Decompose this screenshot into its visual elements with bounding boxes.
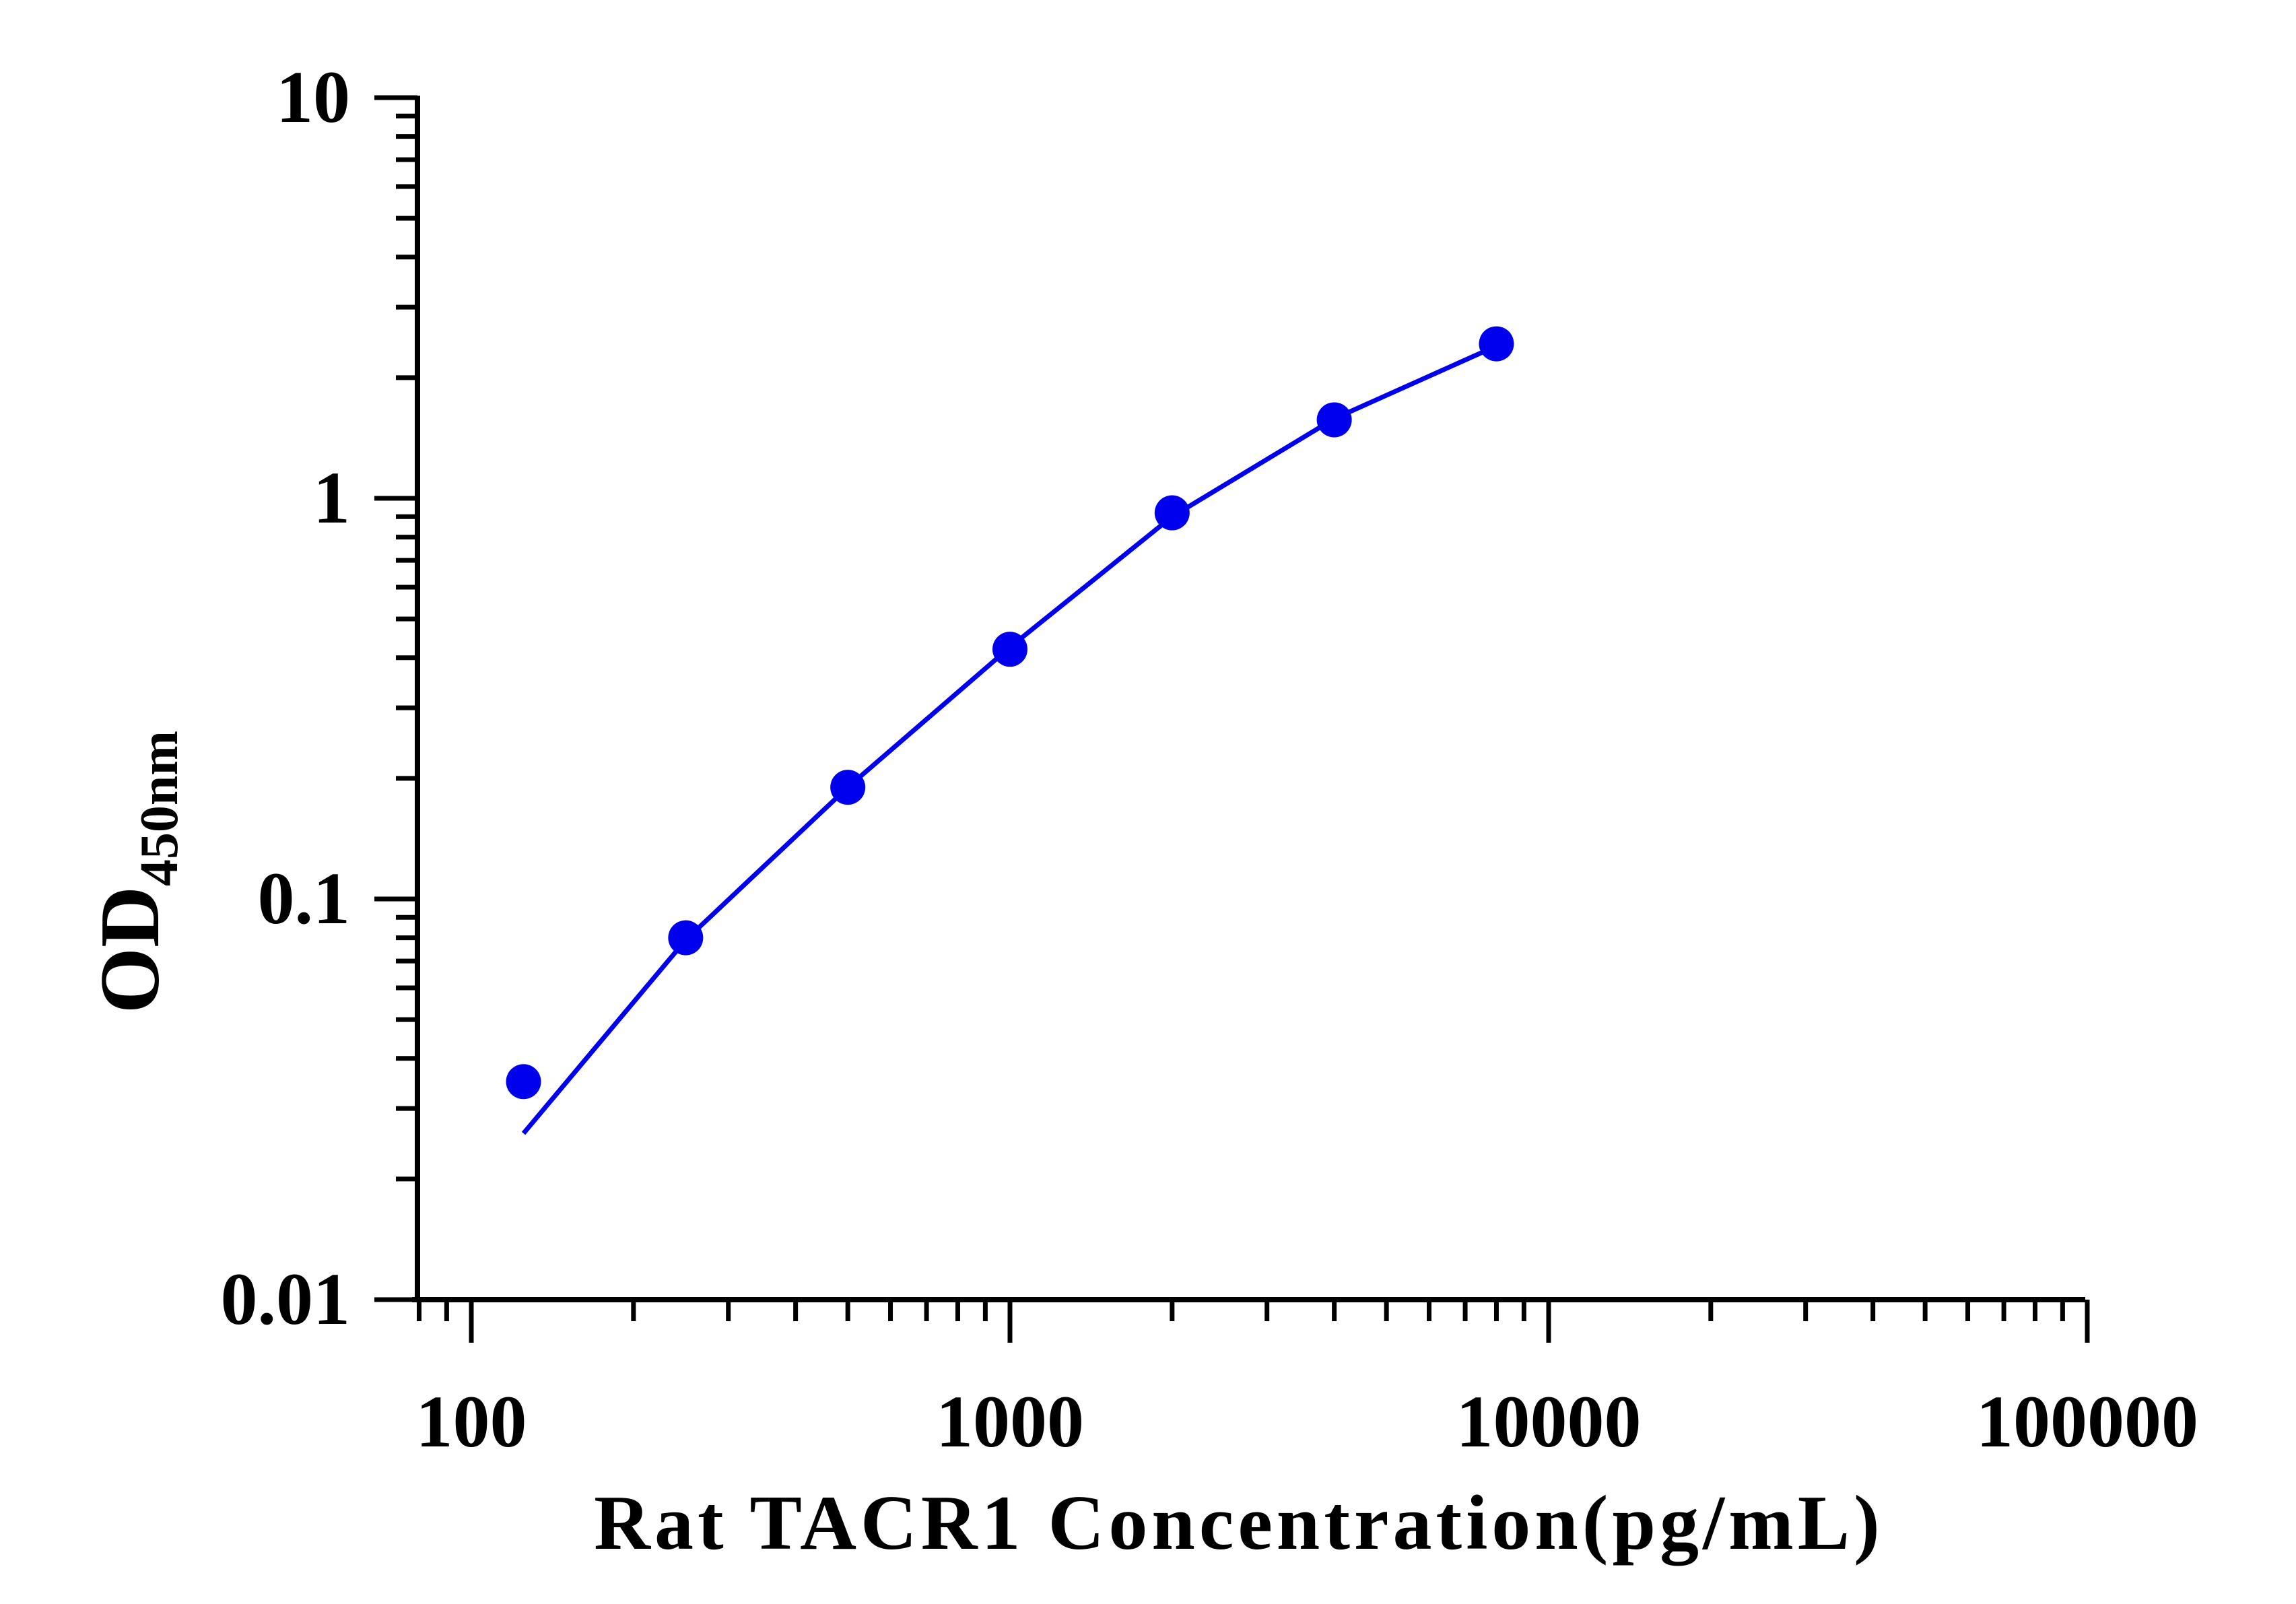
y-axis: 10 1 0.1 0.01 [221,56,420,1340]
y-tick-label: 1 [313,457,350,539]
y-axis-title-main: OD [83,886,177,1013]
y-tick-label: 0.1 [258,857,351,939]
data-point [1316,402,1352,438]
y-axis-title-subscript: 450nm [130,731,189,886]
x-axis: 100 1000 10000 100000 [412,1297,2198,1463]
data-point [506,1064,541,1100]
y-tick-label: 10 [276,56,350,138]
x-tick-label: 100000 [1976,1380,2198,1463]
data-point [668,920,704,956]
x-tick-label: 1000 [936,1380,1084,1463]
data-point [992,632,1027,667]
x-tick-label: 100 [416,1380,527,1463]
data-point [1154,495,1190,531]
fit-curve-line [521,343,1497,1135]
data-point [830,770,866,805]
y-axis-title: OD450nm [83,731,189,1013]
x-axis-title: Rat TACR1 Concentration(pg/mL) [594,1480,1884,1566]
y-tick-label: 0.01 [221,1258,351,1340]
x-tick-label: 10000 [1456,1380,1642,1463]
data-point [1479,326,1514,362]
plot-area [506,326,1514,1135]
